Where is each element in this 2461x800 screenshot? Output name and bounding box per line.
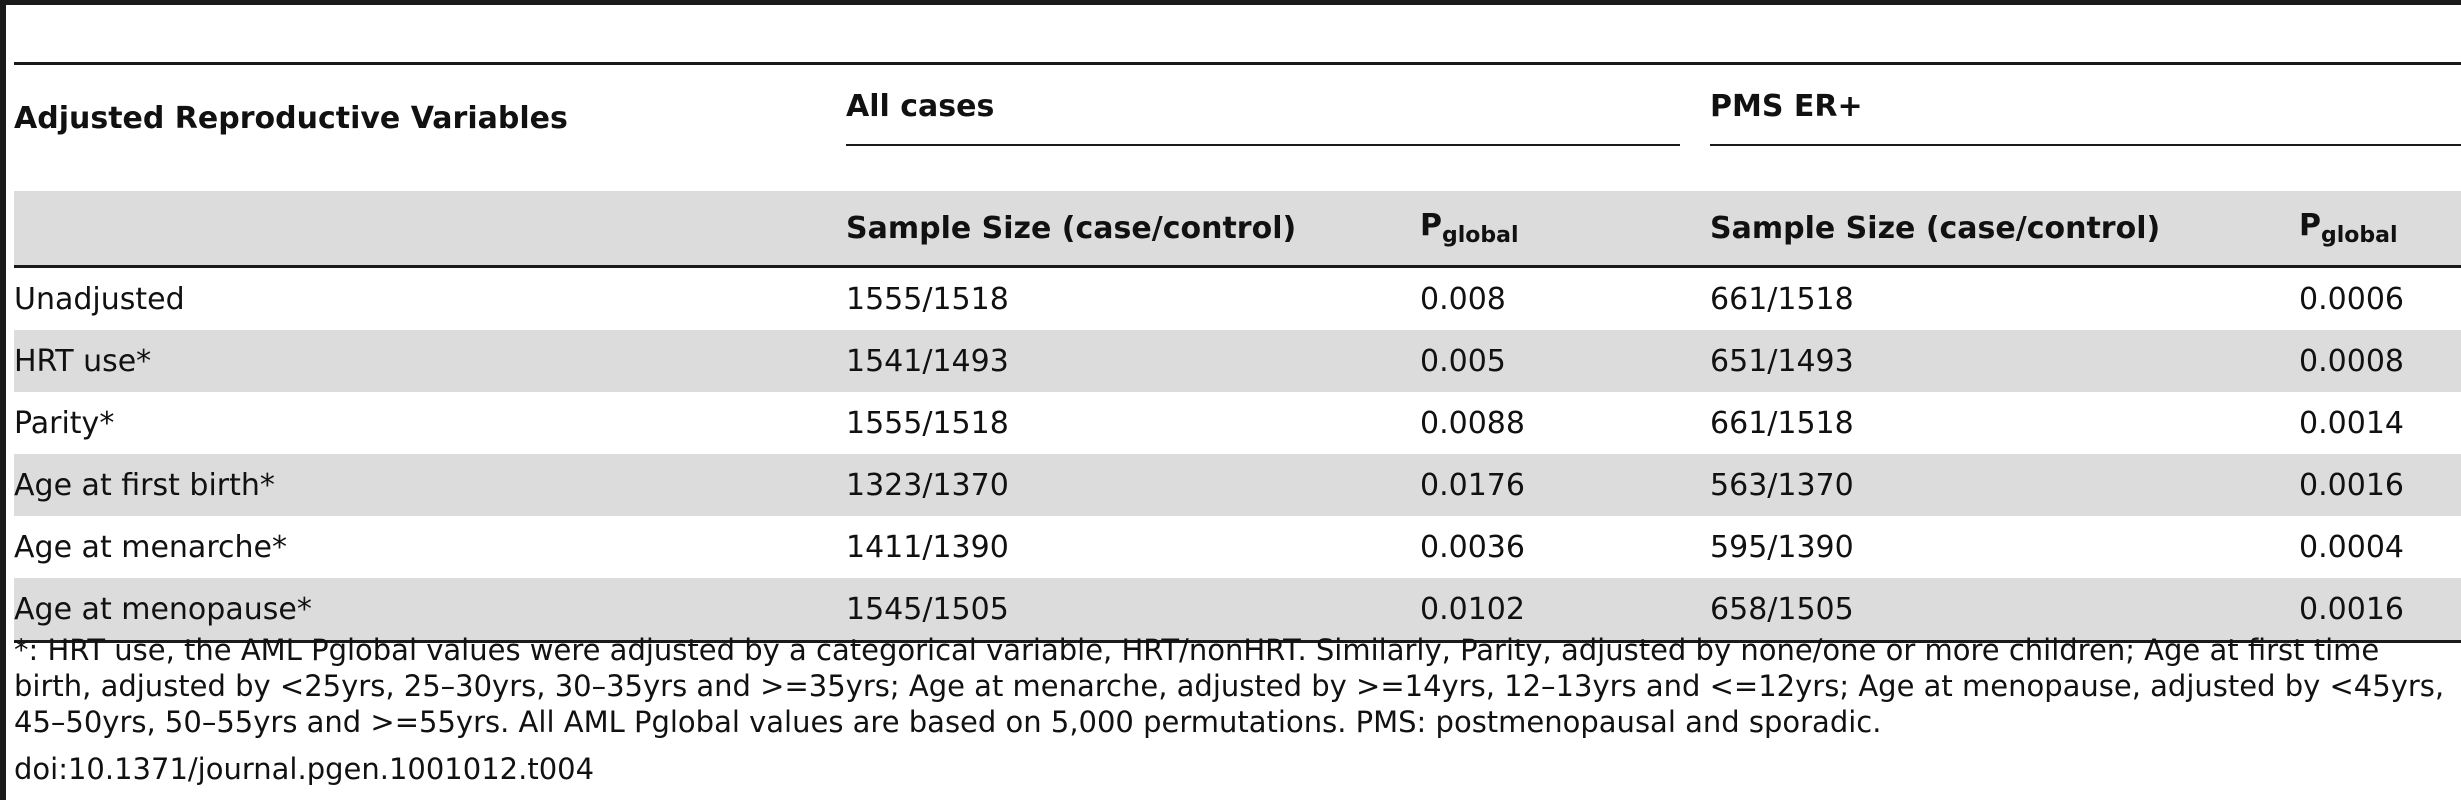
cell-all-p: 0.005 (1420, 330, 1711, 392)
group-header-all-cases: All cases (846, 62, 1711, 191)
data-table-container: Adjusted Reproductive Variables All case… (14, 62, 2461, 643)
group-label: PMS ER+ (1710, 89, 2461, 146)
col-header-sample-size: Sample Size (case/control) (846, 191, 1420, 268)
reproductive-variables-table: Adjusted Reproductive Variables All case… (14, 62, 2461, 643)
cell-all-p: 0.0088 (1420, 405, 1525, 441)
group-label: All cases (846, 89, 1681, 146)
cell-pms-p: 0.0008 (2299, 330, 2461, 392)
cell-all-p: 0.008 (1420, 281, 1506, 317)
cell-pms-sample: 661/1518 (1710, 405, 1854, 441)
table-footnote: *: HRT use, the AML Pglobal values were … (14, 633, 2445, 739)
cell-pms-p: 0.0004 (2299, 529, 2404, 565)
table-row: Age at first birth* 1323/1370 0.0176 563… (14, 454, 2461, 516)
cell-variable: Age at menopause* (14, 578, 846, 643)
header-row-groups: Adjusted Reproductive Variables All case… (14, 62, 2461, 191)
row-header-label: Adjusted Reproductive Variables (14, 62, 846, 191)
cell-variable: Age at menarche* (14, 529, 287, 565)
cell-pms-sample: 563/1370 (1710, 454, 2300, 516)
cell-variable: Age at first birth* (14, 454, 846, 516)
col-header-sample-size: Sample Size (case/control) (1710, 191, 2300, 268)
cell-pms-sample: 661/1518 (1710, 281, 1854, 317)
header-row-columns: Sample Size (case/control) Pglobal Sampl… (14, 191, 2461, 268)
cell-pms-p: 0.0016 (2299, 578, 2461, 643)
cell-all-sample: 1323/1370 (846, 454, 1420, 516)
table-row: Unadjusted 1555/1518 0.008 661/1518 0.00… (14, 267, 2461, 331)
cell-all-p: 0.0176 (1420, 454, 1711, 516)
doi-label: doi:10.1371/journal.pgen.1001012.t004 (14, 752, 595, 786)
cell-all-p: 0.0102 (1420, 578, 1711, 643)
table-row: Parity* 1555/1518 0.0088 661/1518 0.0014 (14, 392, 2461, 454)
group-header-pms-er: PMS ER+ (1710, 62, 2461, 191)
table-row: HRT use* 1541/1493 0.005 651/1493 0.0008 (14, 330, 2461, 392)
cell-variable: Unadjusted (14, 281, 185, 317)
table-row: Age at menopause* 1545/1505 0.0102 658/1… (14, 578, 2461, 643)
cell-variable: HRT use* (14, 330, 846, 392)
cell-all-sample: 1555/1518 (846, 281, 1009, 317)
col-header-p-global: Pglobal (1420, 191, 1711, 268)
cell-all-sample: 1541/1493 (846, 330, 1420, 392)
left-border (0, 0, 6, 800)
cell-pms-p: 0.0006 (2299, 281, 2404, 317)
cell-pms-p: 0.0014 (2299, 405, 2404, 441)
cell-all-p: 0.0036 (1420, 529, 1525, 565)
cell-pms-sample: 595/1390 (1710, 529, 1854, 565)
top-border (0, 0, 2461, 5)
cell-pms-sample: 658/1505 (1710, 578, 2300, 643)
cell-all-sample: 1411/1390 (846, 529, 1009, 565)
header-blank-cell (14, 191, 846, 268)
cell-variable: Parity* (14, 405, 115, 441)
cell-all-sample: 1555/1518 (846, 405, 1009, 441)
cell-pms-p: 0.0016 (2299, 454, 2461, 516)
cell-pms-sample: 651/1493 (1710, 330, 2300, 392)
table-row: Age at menarche* 1411/1390 0.0036 595/13… (14, 516, 2461, 578)
cell-all-sample: 1545/1505 (846, 578, 1420, 643)
col-header-p-global: Pglobal (2299, 191, 2461, 268)
